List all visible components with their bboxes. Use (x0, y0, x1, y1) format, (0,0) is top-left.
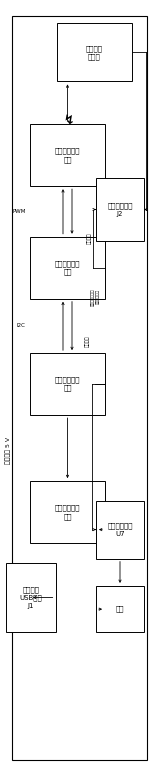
Text: 电流、电压采集: 电流、电压采集 (91, 288, 95, 306)
Bar (30, 124, 105, 186)
Text: 移动电源管理
电路: 移动电源管理 电路 (55, 505, 80, 519)
Text: 升压电源 5 V: 升压电源 5 V (5, 437, 11, 463)
Bar (96, 586, 144, 632)
Text: 无线充电控制
电路: 无线充电控制 电路 (55, 261, 80, 275)
Text: 无线充电
接收片: 无线充电 接收片 (86, 45, 103, 60)
Text: 有线输出接口
J2: 有线输出接口 J2 (107, 203, 133, 217)
Text: I2C: I2C (17, 324, 26, 328)
Text: 电池: 电池 (116, 606, 124, 612)
Text: ↯: ↯ (63, 114, 74, 126)
Text: 无线发射单元
电路: 无线发射单元 电路 (55, 148, 80, 162)
Bar (57, 23, 132, 81)
Bar (96, 178, 144, 241)
Bar (30, 481, 105, 543)
Text: 调制信号: 调制信号 (87, 233, 92, 244)
Text: 电源保护芯片
U7: 电源保护芯片 U7 (107, 522, 133, 537)
Bar (30, 237, 105, 299)
Bar (6, 563, 56, 632)
Text: 外接电源
USB接口
J1: 外接电源 USB接口 J1 (19, 587, 42, 608)
Bar (96, 501, 144, 559)
Text: 充电输出控制: 充电输出控制 (96, 289, 100, 304)
Text: 微控制器单元
电路: 微控制器单元 电路 (55, 377, 80, 391)
Text: 通断信号: 通断信号 (85, 336, 90, 347)
Bar (30, 353, 105, 415)
Text: PWM: PWM (12, 209, 26, 214)
